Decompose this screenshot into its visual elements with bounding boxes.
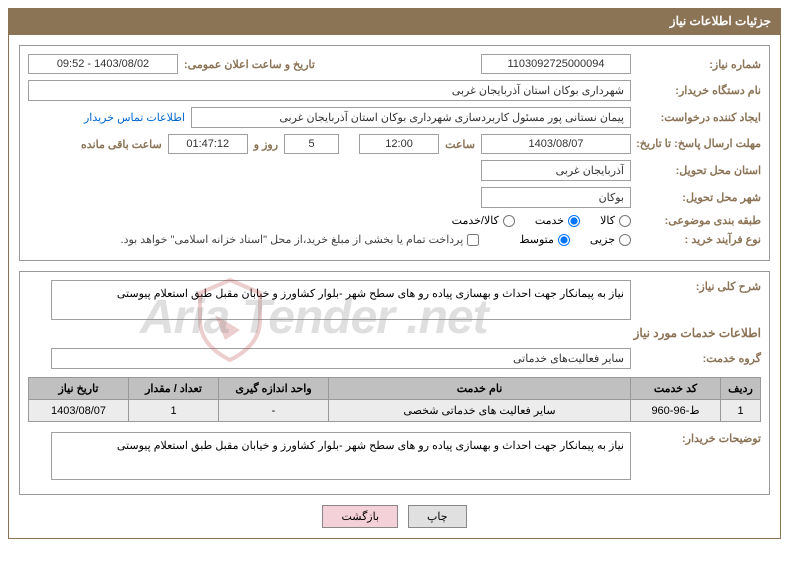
cat-service-radio[interactable] <box>568 215 580 227</box>
th-code: کد خدمت <box>631 378 721 400</box>
need-details-box: شرح کلی نیاز: نیاز به پیمانکار جهت احداث… <box>19 271 770 495</box>
category-label: طبقه بندی موضوعی: <box>631 214 761 227</box>
table-row: 1 ط-96-960 سایر فعالیت های خدماتی شخصی -… <box>29 400 761 422</box>
td-code: ط-96-960 <box>631 400 721 422</box>
services-heading: اطلاعات خدمات مورد نیاز <box>28 326 761 340</box>
cat-service-group[interactable]: خدمت <box>535 214 580 227</box>
th-row: ردیف <box>721 378 761 400</box>
cat-goods-group[interactable]: کالا <box>600 214 631 227</box>
deadline-time-field: 12:00 <box>359 134 439 154</box>
td-num: 1 <box>721 400 761 422</box>
buyer-notes-field: نیاز به پیمانکار جهت احداث و بهسازی پیاد… <box>51 432 631 480</box>
need-number-label: شماره نیاز: <box>631 58 761 71</box>
proc-medium-radio[interactable] <box>558 234 570 246</box>
delivery-city-field: بوکان <box>481 187 631 208</box>
delivery-city-label: شهر محل تحویل: <box>631 191 761 204</box>
back-button[interactable]: بازگشت <box>322 505 398 528</box>
td-date: 1403/08/07 <box>29 400 129 422</box>
proc-partial-label: جزیی <box>590 233 615 246</box>
payment-checkbox[interactable] <box>467 234 479 246</box>
proc-medium-label: متوسط <box>519 233 554 246</box>
need-desc-field: نیاز به پیمانکار جهت احداث و بهسازی پیاد… <box>51 280 631 320</box>
th-qty: تعداد / مقدار <box>129 378 219 400</box>
need-number-field: 1103092725000094 <box>481 54 631 74</box>
panel-body: شماره نیاز: 1103092725000094 تاریخ و ساع… <box>8 34 781 539</box>
td-name: سایر فعالیت های خدماتی شخصی <box>329 400 631 422</box>
cat-goods-label: کالا <box>600 214 615 227</box>
buyer-name-field: شهرداری بوکان استان آذربایجان غربی <box>28 80 631 101</box>
announce-date-field: 1403/08/02 - 09:52 <box>28 54 178 74</box>
services-table: ردیف کد خدمت نام خدمت واحد اندازه گیری ت… <box>28 377 761 422</box>
requester-label: ایجاد کننده درخواست: <box>631 111 761 124</box>
requester-field: پیمان نستانی پور مسئول کاربردسازی شهردار… <box>191 107 631 128</box>
buttons-row: چاپ بازگشت <box>19 505 770 528</box>
announce-date-label: تاریخ و ساعت اعلان عمومی: <box>178 58 321 71</box>
cat-goods-service-radio[interactable] <box>503 215 515 227</box>
buyer-notes-label: توضیحات خریدار: <box>631 432 761 445</box>
th-name: نام خدمت <box>329 378 631 400</box>
proc-medium-group[interactable]: متوسط <box>519 233 570 246</box>
cat-goods-service-label: کالا/خدمت <box>452 214 499 227</box>
deadline-label: مهلت ارسال پاسخ: تا تاریخ: <box>631 137 761 151</box>
service-group-field: سایر فعالیت‌های خدماتی <box>51 348 631 369</box>
print-button[interactable]: چاپ <box>408 505 467 528</box>
cat-service-label: خدمت <box>535 214 564 227</box>
td-qty: 1 <box>129 400 219 422</box>
delivery-province-label: استان محل تحویل: <box>631 164 761 177</box>
remaining-text: ساعت باقی مانده <box>75 138 168 151</box>
delivery-province-field: آذربایجان غربی <box>481 160 631 181</box>
th-date: تاریخ نیاز <box>29 378 129 400</box>
info-box: شماره نیاز: 1103092725000094 تاریخ و ساع… <box>19 45 770 261</box>
td-unit: - <box>219 400 329 422</box>
process-type-label: نوع فرآیند خرید : <box>631 233 761 246</box>
buyer-name-label: نام دستگاه خریدار: <box>631 84 761 97</box>
proc-partial-group[interactable]: جزیی <box>590 233 631 246</box>
need-desc-label: شرح کلی نیاز: <box>631 280 761 293</box>
payment-note-group: پرداخت تمام یا بخشی از مبلغ خرید،از محل … <box>121 233 480 246</box>
deadline-date-field: 1403/08/07 <box>481 134 631 154</box>
payment-note: پرداخت تمام یا بخشی از مبلغ خرید،از محل … <box>121 233 464 246</box>
contact-link[interactable]: اطلاعات تماس خریدار <box>78 111 191 124</box>
time-remaining-field: 01:47:12 <box>168 134 248 154</box>
cat-goods-service-group[interactable]: کالا/خدمت <box>452 214 515 227</box>
days-text: روز و <box>248 138 284 151</box>
panel-title: جزئیات اطلاعات نیاز <box>8 8 781 34</box>
service-group-label: گروه خدمت: <box>631 352 761 365</box>
cat-goods-radio[interactable] <box>619 215 631 227</box>
proc-partial-radio[interactable] <box>619 234 631 246</box>
time-label: ساعت <box>439 138 481 151</box>
th-unit: واحد اندازه گیری <box>219 378 329 400</box>
days-remaining-field: 5 <box>284 134 339 154</box>
